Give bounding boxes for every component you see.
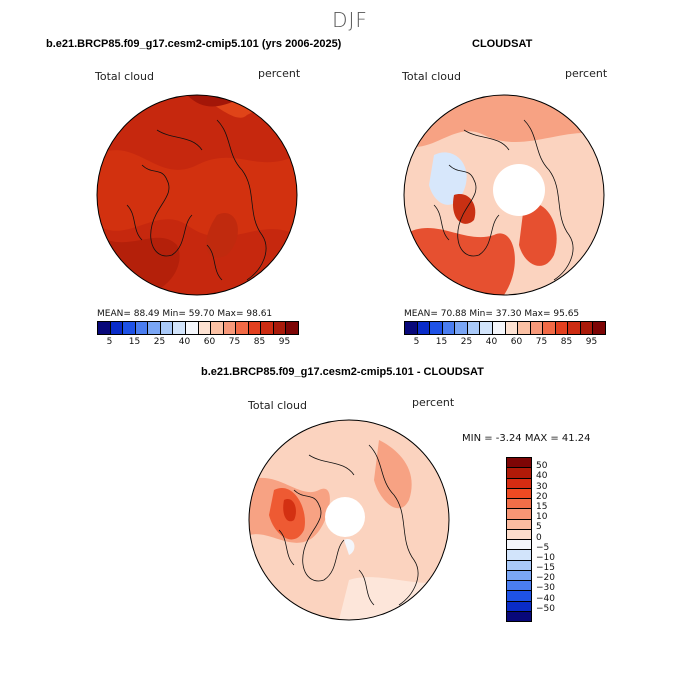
- colorbar-level-label: −40: [536, 593, 555, 604]
- colorbar-tick-label: 5: [413, 337, 420, 347]
- colorbar-swatch: [248, 322, 262, 334]
- colorbar-tick-label: 95: [278, 337, 291, 347]
- colorbar-swatch: [185, 322, 199, 334]
- obs-panel-title: CLOUDSAT: [472, 38, 533, 50]
- colorbar-swatch: [507, 581, 531, 592]
- model-colorbar: [97, 321, 299, 335]
- colorbar-tick-label: 25: [153, 337, 166, 347]
- colorbar-swatch: [580, 322, 594, 334]
- colorbar-swatch: [507, 509, 531, 520]
- colorbar-level-label: −15: [536, 563, 555, 574]
- model-polar-map: [96, 94, 298, 296]
- colorbar-swatch: [135, 322, 149, 334]
- colorbar-swatch: [98, 322, 111, 334]
- colorbar-level-label: 5: [536, 522, 542, 533]
- diff-stats: MIN = -3.24 MAX = 41.24: [462, 433, 591, 444]
- colorbar-swatch: [211, 322, 224, 334]
- colorbar-swatch: [160, 322, 174, 334]
- colorbar-level-label: 40: [536, 471, 548, 482]
- colorbar-tick-label: 85: [560, 337, 573, 347]
- colorbar-level-label: 15: [536, 501, 548, 512]
- colorbar-level-label: 30: [536, 481, 548, 492]
- colorbar-swatch: [223, 322, 237, 334]
- colorbar-swatch: [507, 488, 531, 499]
- colorbar-swatch: [507, 529, 531, 540]
- colorbar-tick-label: 95: [585, 337, 598, 347]
- colorbar-level-label: −50: [536, 603, 555, 614]
- colorbar-swatch: [110, 322, 124, 334]
- colorbar-swatch: [507, 540, 531, 551]
- season-title: DJF: [332, 8, 368, 32]
- colorbar-swatch: [417, 322, 431, 334]
- model-units-label: percent: [258, 67, 301, 80]
- colorbar-level-label: 0: [536, 532, 542, 543]
- colorbar-tick-label: 15: [128, 337, 141, 347]
- colorbar-swatch: [507, 468, 531, 479]
- colorbar-level-label: −20: [536, 573, 555, 584]
- colorbar-swatch: [507, 611, 531, 621]
- colorbar-swatch: [273, 322, 287, 334]
- colorbar-swatch: [507, 570, 531, 581]
- colorbar-level-label: −5: [536, 542, 550, 553]
- colorbar-tick-label: 85: [253, 337, 266, 347]
- obs-units-label: percent: [565, 67, 608, 80]
- diff-polar-map: [248, 419, 450, 621]
- colorbar-swatch: [405, 322, 418, 334]
- colorbar-tick-label: 15: [435, 337, 448, 347]
- colorbar-swatch: [198, 322, 212, 334]
- colorbar-swatch: [480, 322, 493, 334]
- colorbar-swatch: [530, 322, 544, 334]
- colorbar-tick-label: 60: [203, 337, 216, 347]
- colorbar-swatch: [467, 322, 481, 334]
- colorbar-tick-label: 75: [535, 337, 548, 347]
- colorbar-swatch: [442, 322, 456, 334]
- colorbar-level-label: −30: [536, 583, 555, 594]
- model-panel-title: b.e21.BRCP85.f09_g17.cesm2-cmip5.101 (yr…: [46, 38, 342, 50]
- colorbar-swatch: [148, 322, 161, 334]
- colorbar-swatch: [123, 322, 136, 334]
- obs-polar-map: [403, 94, 605, 296]
- obs-field-label: Total cloud: [402, 70, 461, 83]
- colorbar-tick-label: 40: [485, 337, 498, 347]
- obs-stats: MEAN= 70.88 Min= 37.30 Max= 95.65: [404, 309, 580, 319]
- colorbar-swatch: [455, 322, 468, 334]
- colorbar-level-label: −10: [536, 552, 555, 563]
- colorbar-swatch: [430, 322, 443, 334]
- colorbar-level-label: 10: [536, 512, 548, 523]
- model-stats: MEAN= 88.49 Min= 59.70 Max= 98.61: [97, 309, 273, 319]
- colorbar-level-label: 20: [536, 491, 548, 502]
- colorbar-swatch: [507, 478, 531, 489]
- diff-panel-title: b.e21.BRCP85.f09_g17.cesm2-cmip5.101 - C…: [201, 366, 484, 378]
- diff-units-label: percent: [412, 396, 455, 409]
- colorbar-swatch: [555, 322, 569, 334]
- colorbar-tick-label: 5: [106, 337, 113, 347]
- diff-colorbar: [506, 457, 532, 622]
- colorbar-swatch: [173, 322, 186, 334]
- colorbar-swatch: [505, 322, 519, 334]
- model-field-label: Total cloud: [95, 70, 154, 83]
- colorbar-swatch: [507, 560, 531, 571]
- obs-colorbar: [404, 321, 606, 335]
- diff-field-label: Total cloud: [248, 399, 307, 412]
- colorbar-swatch: [286, 322, 298, 334]
- colorbar-tick-label: 60: [510, 337, 523, 347]
- colorbar-tick-label: 40: [178, 337, 191, 347]
- colorbar-swatch: [593, 322, 605, 334]
- colorbar-swatch: [492, 322, 506, 334]
- colorbar-swatch: [236, 322, 249, 334]
- colorbar-swatch: [507, 458, 531, 469]
- colorbar-swatch: [507, 519, 531, 530]
- colorbar-swatch: [518, 322, 531, 334]
- colorbar-swatch: [507, 591, 531, 602]
- colorbar-swatch: [543, 322, 556, 334]
- colorbar-tick-label: 75: [228, 337, 241, 347]
- colorbar-swatch: [507, 499, 531, 510]
- colorbar-swatch: [261, 322, 274, 334]
- colorbar-swatch: [568, 322, 581, 334]
- colorbar-swatch: [507, 550, 531, 561]
- colorbar-swatch: [507, 601, 531, 612]
- colorbar-level-label: 50: [536, 461, 548, 472]
- colorbar-tick-label: 25: [460, 337, 473, 347]
